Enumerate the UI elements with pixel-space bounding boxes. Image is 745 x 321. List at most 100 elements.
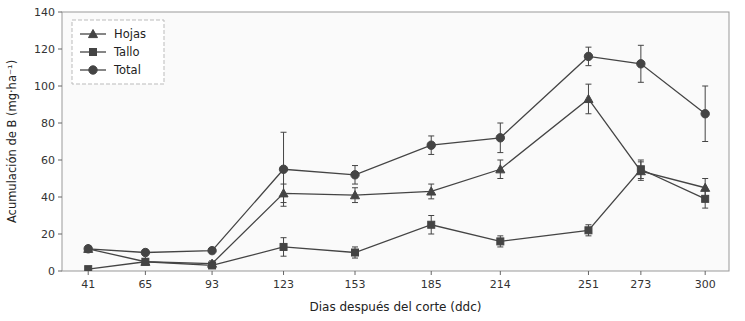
error-cap (585, 235, 591, 236)
x-tick-label: 214 (490, 278, 511, 291)
point (351, 171, 359, 179)
y-tick (58, 86, 62, 87)
error-cap (428, 135, 434, 136)
point (352, 249, 359, 256)
y-tick-label: 20 (41, 228, 55, 241)
y-tick-label: 40 (41, 191, 55, 204)
error-cap (638, 82, 644, 83)
error-cap (281, 256, 287, 257)
point (84, 244, 93, 252)
point (280, 243, 287, 250)
y-tick (58, 160, 62, 161)
y-tick (58, 123, 62, 124)
error-cap (585, 113, 591, 114)
point (428, 221, 435, 228)
x-tick-label: 153 (345, 278, 366, 291)
series-line (88, 99, 705, 264)
point (702, 195, 709, 202)
point (209, 262, 216, 269)
error-cap (352, 246, 358, 247)
error-cap (638, 180, 644, 181)
error-cap (702, 178, 708, 179)
error-cap (702, 141, 708, 142)
plot-area (84, 45, 710, 271)
legend-item: Hojas (80, 27, 146, 41)
error-cap (352, 258, 358, 259)
point (84, 245, 92, 253)
legend-item: Total (80, 63, 141, 77)
point (141, 248, 149, 256)
x-tick-label: 185 (421, 278, 442, 291)
y-tick (58, 234, 62, 235)
legend-marker (90, 49, 97, 56)
x-tick (212, 271, 213, 275)
error-cap (281, 206, 287, 207)
x-tick (588, 271, 589, 275)
plot-frame (62, 12, 729, 271)
error-cap (428, 215, 434, 216)
x-tick (283, 271, 284, 275)
error-bar (497, 236, 503, 247)
point (701, 110, 709, 118)
y-tick (58, 197, 62, 198)
point (637, 166, 644, 173)
error-cap (281, 132, 287, 133)
legend-label: Tallo (113, 45, 140, 59)
error-cap (702, 189, 708, 190)
x-tick-label: 65 (138, 278, 152, 291)
legend: Hojas Tallo Total (72, 20, 164, 84)
series-line (88, 169, 705, 269)
series-line (88, 56, 705, 252)
error-bar (142, 259, 148, 265)
point (585, 227, 592, 234)
y-tick (58, 271, 62, 272)
error-cap (497, 246, 503, 247)
error-cap (702, 208, 708, 209)
x-tick (145, 271, 146, 275)
legend-marker (89, 30, 98, 38)
x-tick-label: 41 (81, 278, 95, 291)
error-cap (497, 178, 503, 179)
x-axis-label: Dias después del corte (ddc) (309, 300, 481, 314)
legend-frame (72, 20, 164, 84)
error-cap (428, 154, 434, 155)
error-cap (497, 123, 503, 124)
point (497, 238, 504, 245)
error-cap (585, 47, 591, 48)
point (208, 246, 216, 254)
y-tick-label: 120 (34, 43, 55, 56)
point (496, 165, 505, 173)
x-tick-label: 251 (578, 278, 599, 291)
x-tick-label: 93 (205, 278, 219, 291)
error-cap (281, 237, 287, 238)
error-cap (352, 202, 358, 203)
y-tick-label: 0 (48, 265, 55, 278)
y-tick (58, 12, 62, 13)
error-cap (497, 160, 503, 161)
y-tick (58, 49, 62, 50)
error-bar (638, 160, 644, 179)
error-cap (638, 160, 644, 161)
point (279, 165, 287, 173)
point (584, 52, 592, 60)
x-tick (355, 271, 356, 275)
y-tick-label: 100 (34, 80, 55, 93)
point (496, 134, 504, 142)
error-cap (585, 84, 591, 85)
y-tick-label: 60 (41, 154, 55, 167)
error-cap (352, 184, 358, 185)
error-cap (638, 178, 644, 179)
legend-marker (89, 66, 97, 74)
point (85, 266, 92, 271)
error-cap (585, 65, 591, 66)
series (84, 45, 709, 256)
series (84, 84, 710, 267)
point (584, 94, 593, 102)
point (427, 141, 435, 149)
chart: 0204060801001201404165931231531852142512… (0, 0, 745, 321)
x-tick (431, 271, 432, 275)
y-tick-label: 140 (34, 6, 55, 19)
error-cap (585, 224, 591, 225)
error-cap (428, 234, 434, 235)
error-cap (428, 198, 434, 199)
